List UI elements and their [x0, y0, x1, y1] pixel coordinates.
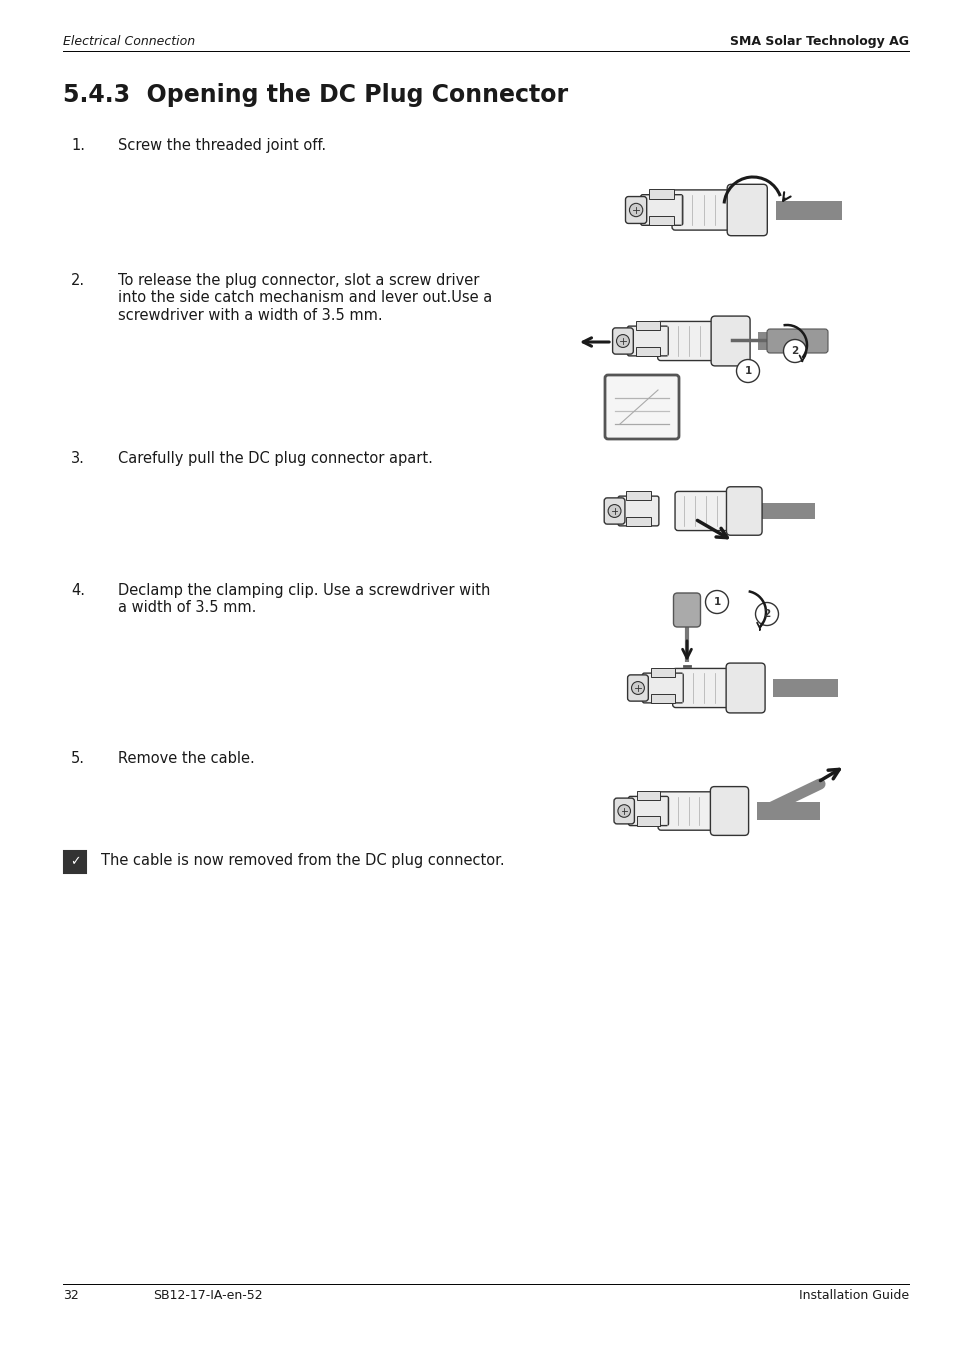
Text: Carefully pull the DC plug connector apart.: Carefully pull the DC plug connector apa…	[118, 452, 433, 466]
FancyBboxPatch shape	[627, 675, 648, 702]
Text: Electrical Connection: Electrical Connection	[63, 35, 195, 49]
FancyBboxPatch shape	[650, 694, 674, 703]
Text: 1: 1	[743, 366, 751, 376]
FancyBboxPatch shape	[675, 491, 738, 530]
Ellipse shape	[719, 788, 739, 834]
FancyBboxPatch shape	[614, 798, 634, 823]
FancyBboxPatch shape	[618, 496, 659, 526]
Circle shape	[705, 591, 728, 614]
Text: 2.: 2.	[71, 273, 85, 288]
FancyBboxPatch shape	[636, 817, 659, 826]
FancyBboxPatch shape	[766, 329, 827, 353]
FancyBboxPatch shape	[64, 850, 86, 873]
FancyBboxPatch shape	[649, 216, 674, 226]
Circle shape	[755, 603, 778, 626]
Text: 1: 1	[713, 598, 720, 607]
FancyBboxPatch shape	[627, 326, 667, 356]
Text: ✓: ✓	[70, 854, 80, 868]
Ellipse shape	[735, 664, 756, 713]
FancyBboxPatch shape	[657, 322, 720, 361]
FancyBboxPatch shape	[635, 320, 659, 330]
Ellipse shape	[720, 318, 740, 365]
FancyBboxPatch shape	[671, 189, 736, 230]
FancyBboxPatch shape	[612, 329, 633, 354]
Text: 5.: 5.	[71, 750, 85, 767]
FancyBboxPatch shape	[626, 491, 650, 500]
FancyBboxPatch shape	[710, 787, 748, 836]
FancyBboxPatch shape	[658, 792, 720, 830]
FancyBboxPatch shape	[725, 662, 764, 713]
FancyBboxPatch shape	[641, 673, 682, 703]
FancyBboxPatch shape	[756, 802, 819, 821]
Circle shape	[629, 203, 642, 216]
Text: Declamp the clamping clip. Use a screwdriver with
a width of 3.5 mm.: Declamp the clamping clip. Use a screwdr…	[118, 583, 490, 615]
FancyBboxPatch shape	[772, 679, 837, 698]
Text: 32: 32	[63, 1288, 79, 1302]
FancyBboxPatch shape	[726, 487, 761, 535]
FancyBboxPatch shape	[640, 195, 682, 226]
FancyBboxPatch shape	[649, 189, 674, 199]
FancyBboxPatch shape	[604, 375, 679, 439]
FancyBboxPatch shape	[710, 316, 749, 366]
FancyBboxPatch shape	[635, 346, 659, 356]
FancyBboxPatch shape	[775, 200, 841, 219]
Text: SB12-17-IA-en-52: SB12-17-IA-en-52	[152, 1288, 262, 1302]
Circle shape	[607, 504, 620, 518]
Circle shape	[782, 339, 805, 362]
Circle shape	[618, 804, 630, 818]
FancyBboxPatch shape	[625, 196, 646, 223]
Text: 1.: 1.	[71, 138, 85, 153]
FancyBboxPatch shape	[672, 668, 735, 707]
Text: 2: 2	[762, 608, 770, 619]
Text: 4.: 4.	[71, 583, 85, 598]
Text: Screw the threaded joint off.: Screw the threaded joint off.	[118, 138, 326, 153]
Text: Remove the cable.: Remove the cable.	[118, 750, 254, 767]
Text: 3.: 3.	[71, 452, 85, 466]
FancyBboxPatch shape	[760, 503, 814, 519]
FancyBboxPatch shape	[603, 498, 624, 525]
FancyBboxPatch shape	[628, 796, 668, 826]
Text: 2: 2	[791, 346, 798, 356]
Text: The cable is now removed from the DC plug connector.: The cable is now removed from the DC plu…	[101, 853, 504, 868]
FancyBboxPatch shape	[726, 184, 766, 235]
Circle shape	[631, 681, 643, 695]
Ellipse shape	[736, 185, 758, 235]
Circle shape	[616, 334, 629, 347]
FancyBboxPatch shape	[673, 594, 700, 627]
FancyBboxPatch shape	[626, 516, 650, 526]
Text: SMA Solar Technology AG: SMA Solar Technology AG	[729, 35, 908, 49]
FancyBboxPatch shape	[650, 668, 674, 677]
Text: 5.4.3  Opening the DC Plug Connector: 5.4.3 Opening the DC Plug Connector	[63, 82, 568, 107]
FancyBboxPatch shape	[636, 791, 659, 800]
Text: Installation Guide: Installation Guide	[798, 1288, 908, 1302]
Text: To release the plug connector, slot a screw driver
into the side catch mechanism: To release the plug connector, slot a sc…	[118, 273, 492, 323]
FancyBboxPatch shape	[758, 331, 821, 350]
Circle shape	[736, 360, 759, 383]
